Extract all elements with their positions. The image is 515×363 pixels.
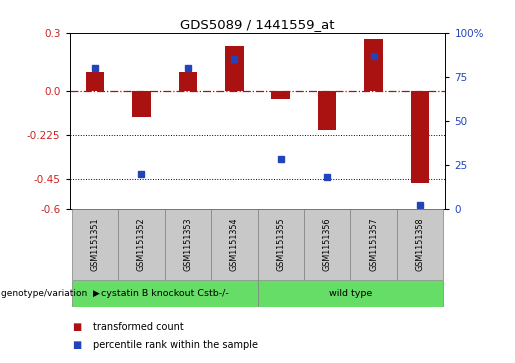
Bar <box>271 91 290 99</box>
Text: cystatin B knockout Cstb-/-: cystatin B knockout Cstb-/- <box>101 289 229 298</box>
Text: transformed count: transformed count <box>93 322 183 332</box>
Bar <box>179 72 197 91</box>
Bar <box>318 91 336 130</box>
Bar <box>86 72 105 91</box>
Text: GSM1151351: GSM1151351 <box>91 217 99 271</box>
Bar <box>211 209 258 280</box>
Bar <box>118 209 165 280</box>
Bar <box>258 280 443 307</box>
Text: GSM1151354: GSM1151354 <box>230 217 239 271</box>
Bar <box>304 209 350 280</box>
Text: GSM1151355: GSM1151355 <box>276 217 285 271</box>
Bar <box>364 38 383 91</box>
Text: GSM1151353: GSM1151353 <box>183 217 193 271</box>
Bar <box>225 46 244 91</box>
Text: GSM1151357: GSM1151357 <box>369 217 378 271</box>
Bar <box>72 209 118 280</box>
Text: genotype/variation  ▶: genotype/variation ▶ <box>1 289 99 298</box>
Text: GSM1151358: GSM1151358 <box>416 217 424 271</box>
Bar <box>132 91 151 117</box>
Bar <box>410 91 429 183</box>
Bar <box>397 209 443 280</box>
Text: percentile rank within the sample: percentile rank within the sample <box>93 340 258 350</box>
Text: GSM1151352: GSM1151352 <box>137 217 146 271</box>
Text: ■: ■ <box>72 322 81 332</box>
Text: GSM1151356: GSM1151356 <box>322 217 332 271</box>
Bar <box>72 280 258 307</box>
Text: wild type: wild type <box>329 289 372 298</box>
Bar <box>350 209 397 280</box>
Text: ■: ■ <box>72 340 81 350</box>
Title: GDS5089 / 1441559_at: GDS5089 / 1441559_at <box>180 19 335 32</box>
Bar <box>165 209 211 280</box>
Bar <box>258 209 304 280</box>
